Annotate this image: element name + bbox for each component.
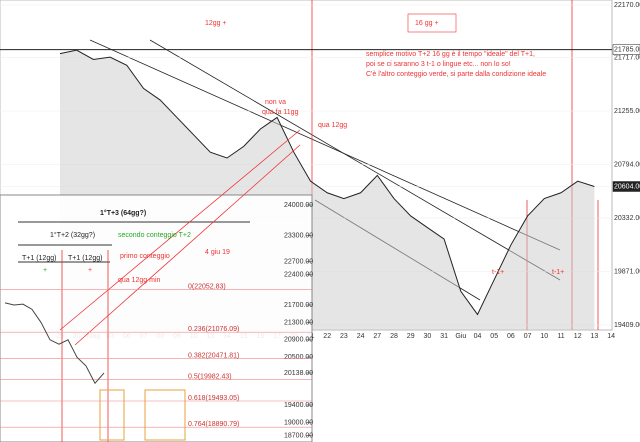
channel-line xyxy=(149,39,561,281)
x-tick-label: 29 xyxy=(407,333,415,340)
annotation: + xyxy=(88,267,92,274)
y-tick-label: 20794.00 xyxy=(614,161,640,168)
y-tick-label: 20900.00 xyxy=(284,337,313,344)
y-tick-label: 20332.00 xyxy=(614,215,640,222)
fib-label: 0.382(20471.81) xyxy=(188,352,239,359)
price-box xyxy=(612,44,640,55)
x-tick-label: 22 xyxy=(323,333,331,340)
y-tick-label: 22700.00 xyxy=(284,258,313,265)
annotation: qua 12gg xyxy=(318,122,347,129)
x-tick-label: 24 xyxy=(357,333,365,340)
annotation: semplice motivo T+2 16 gg è il tempo "id… xyxy=(366,51,535,58)
annotation: 12gg + xyxy=(205,20,227,27)
y-tick-label: 19871.00 xyxy=(614,268,640,275)
y-tick-label: 22400.00 xyxy=(284,271,313,278)
x-tick-label: 10 xyxy=(540,333,548,340)
y-tick-label: 20138.00 xyxy=(284,370,313,377)
fib-label: 0(22052.83) xyxy=(188,284,226,291)
x-tick-label: 23 xyxy=(340,333,348,340)
box xyxy=(144,389,186,441)
y-tick-label: 21300.00 xyxy=(284,319,313,326)
y-tick-label: 20500.00 xyxy=(284,354,313,361)
annotation: T+1 (12gg) xyxy=(68,255,102,262)
y-tick-label: 19409.00 xyxy=(614,322,640,329)
label-box xyxy=(407,13,457,33)
x-tick-label: 07 xyxy=(524,333,532,340)
annotation: primo conteggio xyxy=(120,253,170,260)
annotation: non va xyxy=(265,99,286,106)
pointer xyxy=(59,129,301,331)
x-tick-label: 06 xyxy=(507,333,515,340)
annotation: C'è l'altro conteggio verde, si parte da… xyxy=(366,71,546,78)
x-tick-label: 27 xyxy=(373,333,381,340)
x-tick-label: 28 xyxy=(390,333,398,340)
x-tick-label: 14 xyxy=(607,333,615,340)
x-tick-label: 12 xyxy=(574,333,582,340)
fib-label: 0.618(19493.05) xyxy=(188,395,239,402)
x-tick-label: 30 xyxy=(424,333,432,340)
annotation: qua fa 11gg xyxy=(262,109,299,116)
y-tick-label: 20604.00 xyxy=(614,183,640,190)
x-tick-label: 11 xyxy=(557,333,564,340)
annotation: secondo conteggio T+2 xyxy=(118,232,191,239)
annotation: + xyxy=(43,267,47,274)
annotation: poi se ci saranno 3 t-1 o lingue etc... … xyxy=(366,61,511,68)
annotation: T+1 (12gg) xyxy=(22,255,56,262)
x-tick-label: 05 xyxy=(490,333,498,340)
fib-label: 0.236(21076.09) xyxy=(188,326,239,333)
x-tick-label: 31 xyxy=(440,333,448,340)
annotation: t-1+ xyxy=(492,269,504,276)
annotation: 1°T+3 (64gg?) xyxy=(100,209,146,217)
y-tick-label: 21717.00 xyxy=(614,54,640,61)
inset-chart: 24000.00 23300.00 22700.00 22400.00 21700.00… xyxy=(0,129,313,442)
y-tick-label: 21700.00 xyxy=(284,302,313,309)
y-tick-label: 24000.00 xyxy=(284,202,313,209)
y-tick-label: 23300.00 xyxy=(284,232,313,239)
fib-label: 0.764(18890.79) xyxy=(188,421,239,428)
x-tick-label: Giu xyxy=(455,333,466,340)
y-tick-label: 21255.00 xyxy=(614,108,640,115)
x-tick-label: 13 xyxy=(591,333,599,340)
price-box xyxy=(612,181,640,192)
pointer xyxy=(74,144,301,346)
box xyxy=(99,389,125,441)
annotation: 4 giu 19 xyxy=(205,249,230,256)
y-tick-label: 21785.00 xyxy=(614,46,640,53)
price-line xyxy=(59,49,595,316)
annotation: qua 12gg min xyxy=(118,277,161,284)
annotation: 16 gg + xyxy=(415,20,439,27)
y-tick-label: 19400.00 xyxy=(284,402,313,409)
y-tick-label: 18700.00 xyxy=(284,432,313,439)
channel-line xyxy=(89,39,561,251)
y-tick-label: 19000.00 xyxy=(284,419,313,426)
fib-label: 0.5(19982.43) xyxy=(188,374,232,381)
annotation: 1°T+2 (32gg?) xyxy=(50,231,95,239)
x-tick-label: 04 xyxy=(474,333,482,340)
annotation: t-1+ xyxy=(552,269,564,276)
y-tick-label: 22170.00 xyxy=(614,2,640,9)
inset-price-line xyxy=(4,302,105,385)
